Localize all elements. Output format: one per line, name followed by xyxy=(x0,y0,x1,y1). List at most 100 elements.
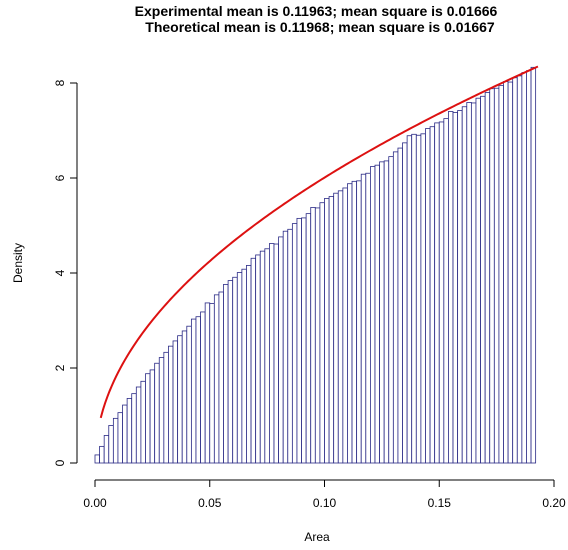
histogram-bar xyxy=(168,345,174,464)
histogram-bar xyxy=(140,380,146,464)
histogram-bar xyxy=(438,121,445,464)
histogram-bar xyxy=(227,280,234,464)
histogram-bar xyxy=(108,425,114,464)
histogram-bar xyxy=(154,362,160,464)
histogram-bar xyxy=(374,164,380,464)
histogram-bar xyxy=(246,264,252,464)
histogram-bar xyxy=(342,187,348,464)
histogram-bar xyxy=(328,196,335,464)
histogram-bar xyxy=(99,445,105,464)
x-tick-label: 0.10 xyxy=(313,496,337,510)
histogram-bar xyxy=(259,250,266,464)
histogram-bar xyxy=(475,97,481,464)
histogram-bar xyxy=(195,316,201,464)
histogram-bar xyxy=(369,166,376,464)
histogram-bar xyxy=(415,134,422,464)
histogram-bar xyxy=(411,133,417,464)
histogram-bar xyxy=(250,257,257,464)
x-tick-label: 0.20 xyxy=(542,496,566,510)
theoretical-density-curve xyxy=(99,65,539,419)
histogram-bar xyxy=(425,128,431,464)
histogram-bar xyxy=(287,228,293,464)
histogram-bar xyxy=(503,81,509,464)
histogram-bar xyxy=(131,393,137,464)
histogram-bar xyxy=(333,192,339,464)
histogram-bar xyxy=(223,283,229,464)
histogram-bar xyxy=(122,404,128,464)
histogram-bar xyxy=(241,268,247,464)
x-axis: 0.00 0.05 0.10 0.15 0.20 xyxy=(83,479,566,510)
histogram-bar xyxy=(452,112,459,464)
histogram-bar xyxy=(213,294,220,464)
histogram-bar xyxy=(301,217,307,464)
histogram-bar xyxy=(351,180,358,464)
histogram-bar xyxy=(443,118,449,464)
histogram-bar xyxy=(356,180,362,464)
histogram-bar xyxy=(434,122,440,464)
histogram-bar xyxy=(186,325,192,464)
histogram-bar xyxy=(232,276,238,464)
histogram-bar xyxy=(347,183,353,464)
histogram-bar xyxy=(190,318,197,464)
x-tick-label: 0.05 xyxy=(198,496,222,510)
histogram-bar xyxy=(498,84,504,464)
chart-title: Experimental mean is 0.11963; mean squar… xyxy=(135,3,498,19)
x-tick-label: 0.00 xyxy=(83,496,107,510)
y-tick-label: 4 xyxy=(53,269,67,276)
histogram-bars xyxy=(94,66,537,464)
histogram-bar xyxy=(397,147,403,464)
y-axis-label: Density xyxy=(11,243,25,283)
histogram-bar xyxy=(392,151,399,464)
histogram-bar xyxy=(379,161,385,464)
histogram-bar xyxy=(470,102,477,464)
histogram-bar xyxy=(181,330,188,464)
x-tick-label: 0.15 xyxy=(428,496,452,510)
histogram-bar xyxy=(466,102,472,464)
histogram-bar xyxy=(457,110,463,464)
histogram-bar xyxy=(255,254,261,464)
histogram-bar xyxy=(135,386,142,464)
histogram-bar xyxy=(200,311,206,464)
histogram-bar xyxy=(172,340,179,464)
histogram-bar xyxy=(264,248,270,464)
histogram-bar xyxy=(365,172,371,464)
histogram-bar xyxy=(337,190,344,464)
histogram-bar xyxy=(402,142,408,464)
y-axis: 0 2 4 6 8 xyxy=(53,79,78,466)
histogram-bar xyxy=(282,230,289,464)
histogram-bar xyxy=(360,173,367,464)
y-tick-label: 8 xyxy=(53,79,67,86)
histogram-bar xyxy=(512,77,518,464)
histogram-bar xyxy=(117,412,123,464)
histogram-bar xyxy=(406,135,413,464)
histogram-bar xyxy=(296,217,302,464)
histogram-bar xyxy=(383,160,390,464)
histogram-bar xyxy=(94,454,100,464)
histogram-bar xyxy=(526,70,532,464)
histogram-bar xyxy=(177,335,183,464)
histogram-bar xyxy=(269,243,275,464)
histogram-bar xyxy=(319,202,325,464)
histogram-bar xyxy=(145,373,151,464)
histogram-bar xyxy=(236,272,243,464)
histogram-bar xyxy=(204,302,211,464)
y-tick-label: 6 xyxy=(53,174,67,181)
histogram-bar xyxy=(489,88,495,464)
histogram-bar xyxy=(149,369,156,464)
histogram-bar xyxy=(218,291,224,464)
histogram-bar xyxy=(420,133,426,464)
histogram-bar xyxy=(461,106,468,464)
histogram-bar xyxy=(388,156,394,464)
histogram-bar xyxy=(480,95,486,464)
histogram-bar xyxy=(429,126,436,464)
histogram-bar xyxy=(314,207,321,464)
histogram-bar xyxy=(273,243,280,464)
histogram-bar xyxy=(493,87,500,464)
histogram-bar xyxy=(507,81,514,464)
histogram-bar xyxy=(103,435,110,464)
histogram-bar xyxy=(278,236,284,464)
histogram-bar xyxy=(324,198,330,464)
histogram-bar xyxy=(530,66,537,464)
histogram-bar xyxy=(163,351,169,464)
